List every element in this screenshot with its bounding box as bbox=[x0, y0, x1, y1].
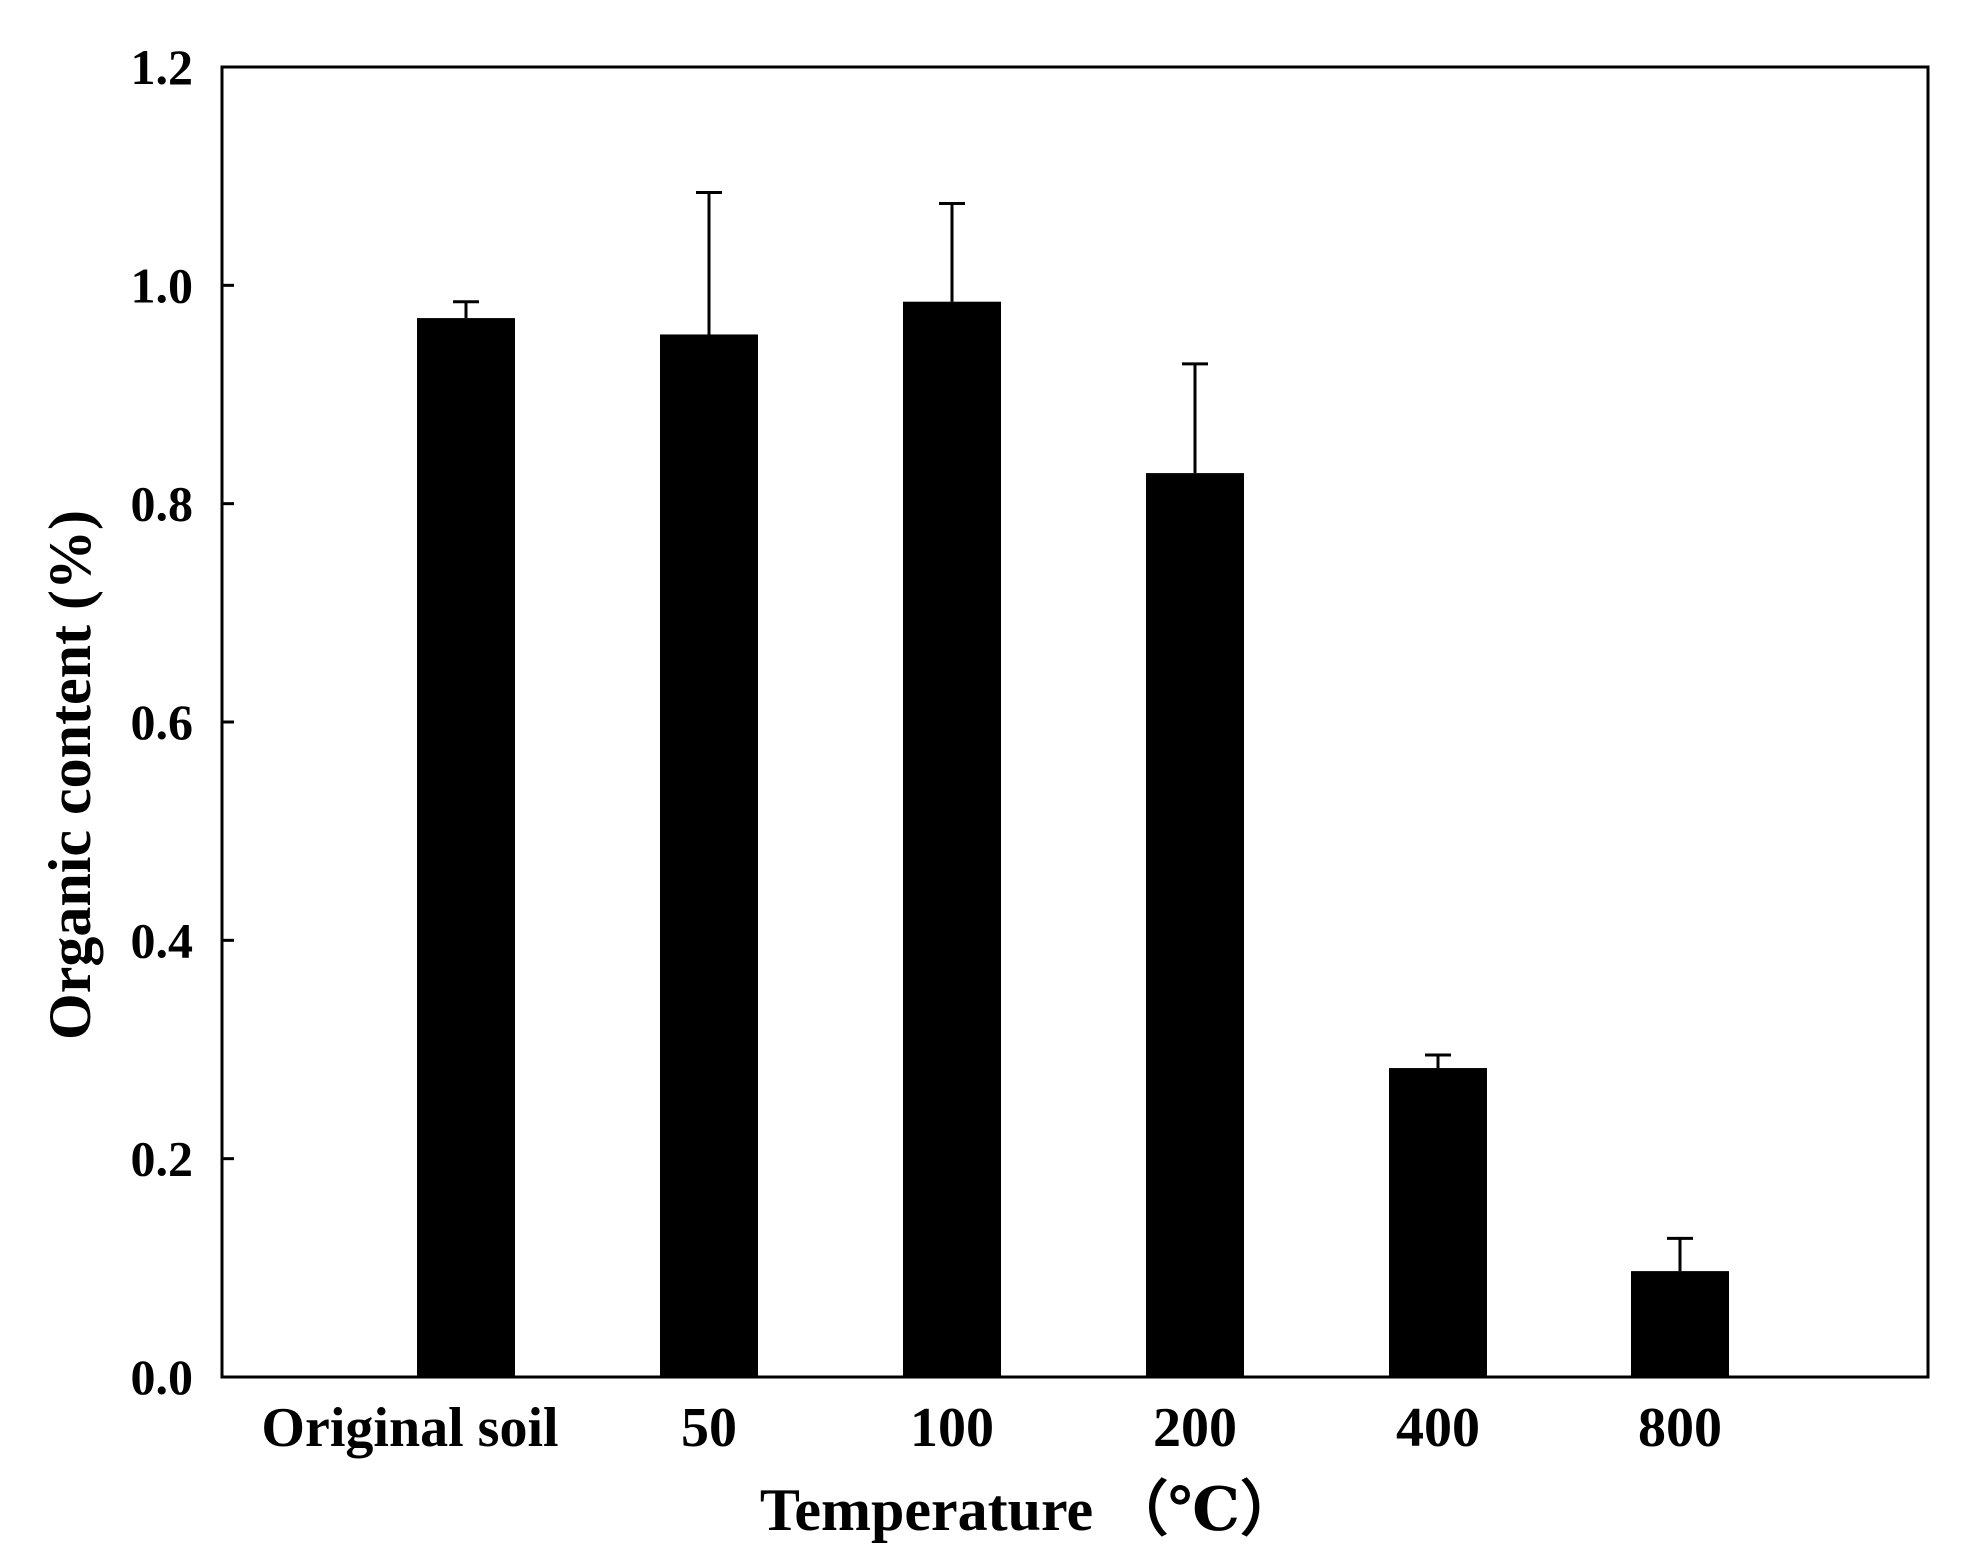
x-tick-label: Original soil bbox=[261, 1397, 558, 1459]
y-axis-ticks: 0.0 0.2 0.4 0.6 0.8 1.0 1.2 bbox=[131, 39, 234, 1405]
error-bar-original-soil bbox=[453, 300, 479, 319]
error-bar-200 bbox=[1182, 362, 1208, 474]
error-bars-layer bbox=[453, 191, 1693, 1272]
y-tick-label: 0.8 bbox=[131, 476, 194, 532]
y-axis-title: Organic content (%) bbox=[37, 510, 103, 1040]
bar-400 bbox=[1389, 1068, 1487, 1377]
error-bar-100 bbox=[939, 201, 965, 302]
x-tick-label: 200 bbox=[1153, 1397, 1237, 1459]
bar-50 bbox=[660, 334, 758, 1377]
bar-original-soil bbox=[417, 318, 515, 1377]
y-tick-label: 0.4 bbox=[131, 912, 194, 968]
x-tick-label: 400 bbox=[1396, 1397, 1480, 1459]
error-bar-800 bbox=[1667, 1236, 1693, 1272]
bars-layer bbox=[417, 301, 1729, 1378]
x-tick-label: 100 bbox=[910, 1397, 994, 1459]
x-axis-title: Temperature （℃） bbox=[760, 1476, 1300, 1543]
x-axis-labels: Original soil 50 100 200 400 800 bbox=[261, 1397, 1722, 1459]
y-tick-label: 1.0 bbox=[131, 257, 194, 313]
y-tick-label: 1.2 bbox=[131, 39, 194, 95]
error-bar-50 bbox=[696, 191, 722, 335]
x-tick-label: 800 bbox=[1638, 1397, 1722, 1459]
y-tick-label: 0.2 bbox=[131, 1131, 194, 1187]
bar-100 bbox=[903, 301, 1001, 1377]
x-tick-label: 50 bbox=[681, 1397, 737, 1459]
y-tick-label: 0.0 bbox=[131, 1349, 194, 1405]
y-tick-label: 0.6 bbox=[131, 694, 194, 750]
bar-800 bbox=[1631, 1271, 1729, 1377]
bar-200 bbox=[1146, 473, 1244, 1378]
error-bar-400 bbox=[1425, 1053, 1451, 1069]
